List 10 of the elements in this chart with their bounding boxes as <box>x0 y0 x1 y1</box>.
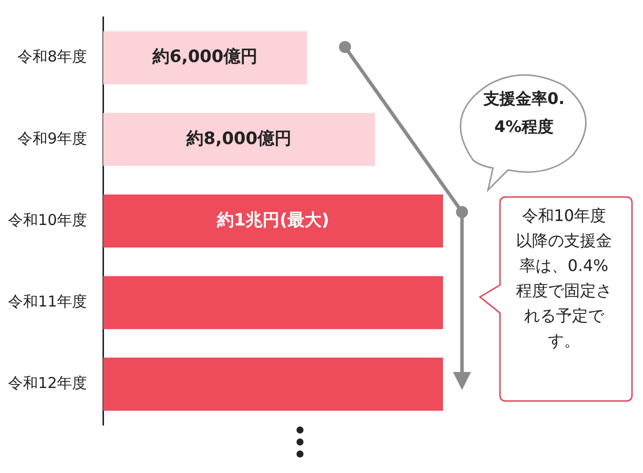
y-tick-label: 令和9年度 <box>18 129 88 148</box>
y-tick-label: 令和10年度 <box>8 210 88 229</box>
y-tick-label: 令和12年度 <box>8 374 88 392</box>
text: 支援金率0.4%程度 <box>482 88 566 138</box>
data-label: 約6,000億円 <box>152 47 258 68</box>
data-label: 約8,000億円 <box>186 128 292 149</box>
y-tick-label: 令和11年度 <box>8 292 88 310</box>
y-tick-label: 令和8年度 <box>18 48 88 66</box>
data-label: 約1兆円(最大) <box>216 210 330 230</box>
text: 令和10年度以降の支援金率は、0.4%程度で固定される予定です。 <box>515 205 613 352</box>
